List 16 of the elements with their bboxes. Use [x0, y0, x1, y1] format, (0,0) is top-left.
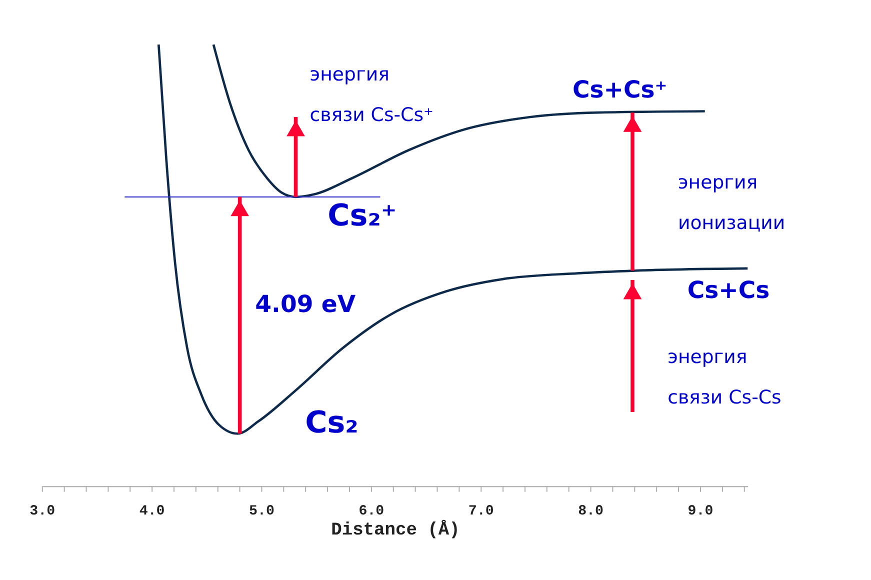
x-axis-title: Distance (Å) [331, 520, 460, 541]
annotation: Cs+Cs⁺ [572, 75, 668, 104]
annotation: Cs+Cs [687, 276, 770, 304]
annotation: 4.09 eV [255, 290, 356, 318]
x-tick-label: 4.0 [139, 503, 165, 520]
series-label: Cs₂⁺ [328, 198, 397, 234]
x-tick-label: 6.0 [358, 503, 384, 520]
annotation: энергия ионизации [678, 172, 786, 234]
annotation: энергия связи Cs-Cs [668, 346, 782, 408]
x-tick-label: 9.0 [688, 503, 714, 520]
series-label: Cs₂ [305, 406, 358, 441]
x-tick-label: 5.0 [249, 503, 274, 520]
x-tick-label: 7.0 [468, 503, 494, 520]
annotation: энергия связи Cs-Cs⁺ [310, 64, 434, 126]
x-tick-label: 3.0 [30, 503, 56, 520]
x-tick-label: 8.0 [578, 503, 604, 520]
